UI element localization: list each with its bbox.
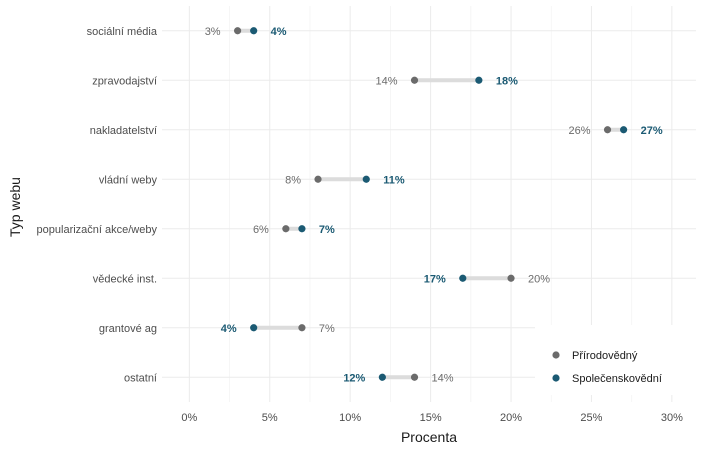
data-label: 8% bbox=[285, 174, 301, 186]
y-tick-label: zpravodajství bbox=[92, 75, 157, 87]
data-label: 7% bbox=[319, 224, 335, 236]
data-label: 6% bbox=[253, 224, 269, 236]
data-point bbox=[298, 225, 306, 233]
x-tick-label: 15% bbox=[420, 412, 442, 424]
y-tick-label: vědecké inst. bbox=[93, 273, 157, 285]
data-point bbox=[410, 76, 419, 84]
data-point bbox=[475, 76, 483, 84]
data-point bbox=[362, 175, 370, 183]
data-label: 12% bbox=[343, 372, 365, 384]
x-tick-label: 0% bbox=[181, 412, 197, 424]
y-axis-title: Typ webu bbox=[7, 177, 23, 237]
data-label: 17% bbox=[424, 273, 446, 285]
data-label: 14% bbox=[375, 75, 397, 87]
data-point bbox=[233, 27, 242, 35]
data-label: 27% bbox=[641, 125, 663, 137]
x-axis-tick-labels: 0% 5% 10% 15% 20% 25% 30% bbox=[181, 412, 683, 424]
data-point bbox=[507, 274, 515, 282]
data-point bbox=[459, 274, 467, 282]
y-tick-label: ostatní bbox=[124, 372, 157, 384]
legend-key bbox=[552, 351, 560, 359]
data-point bbox=[603, 126, 612, 134]
x-tick-label: 30% bbox=[661, 412, 683, 424]
data-label: 11% bbox=[383, 174, 405, 186]
x-axis-title: Procenta bbox=[401, 429, 457, 445]
data-marks: 3% 4% 14% 18% 26% 27% 8% 11% 6% 7% 20% 17% 7% 4% 14% 12… bbox=[205, 26, 663, 385]
x-tick-label: 25% bbox=[580, 412, 602, 424]
legend-key bbox=[552, 374, 560, 382]
data-point bbox=[314, 175, 322, 183]
data-label: 3% bbox=[205, 26, 221, 38]
data-label: 18% bbox=[496, 75, 518, 87]
y-tick-label: sociální média bbox=[87, 26, 158, 38]
data-point bbox=[282, 225, 290, 233]
data-label: 14% bbox=[432, 372, 454, 384]
data-point bbox=[250, 324, 258, 332]
legend-label: Přírodovědný bbox=[572, 350, 638, 362]
y-axis-tick-labels: sociální média zpravodajství nakladatelstv… bbox=[37, 26, 158, 385]
data-point bbox=[620, 126, 628, 134]
data-label: 7% bbox=[319, 323, 335, 335]
data-point bbox=[298, 324, 306, 332]
legend-label: Společenskovědní bbox=[572, 373, 662, 385]
x-tick-label: 10% bbox=[339, 412, 361, 424]
data-label: 4% bbox=[271, 26, 287, 38]
data-point bbox=[378, 373, 386, 381]
x-tick-label: 5% bbox=[262, 412, 278, 424]
y-tick-label: nakladatelství bbox=[90, 125, 157, 137]
y-tick-label: popularizační akce/weby bbox=[37, 224, 158, 236]
y-tick-label: vládní weby bbox=[99, 174, 158, 186]
data-point bbox=[250, 27, 258, 35]
data-label: 26% bbox=[569, 125, 591, 137]
data-point bbox=[410, 373, 419, 381]
data-label: 4% bbox=[221, 323, 237, 335]
data-label: 20% bbox=[528, 273, 550, 285]
x-tick-label: 20% bbox=[500, 412, 522, 424]
legend: Přírodovědný Společenskovědní bbox=[535, 325, 697, 395]
y-tick-label: grantové ag bbox=[99, 323, 157, 335]
